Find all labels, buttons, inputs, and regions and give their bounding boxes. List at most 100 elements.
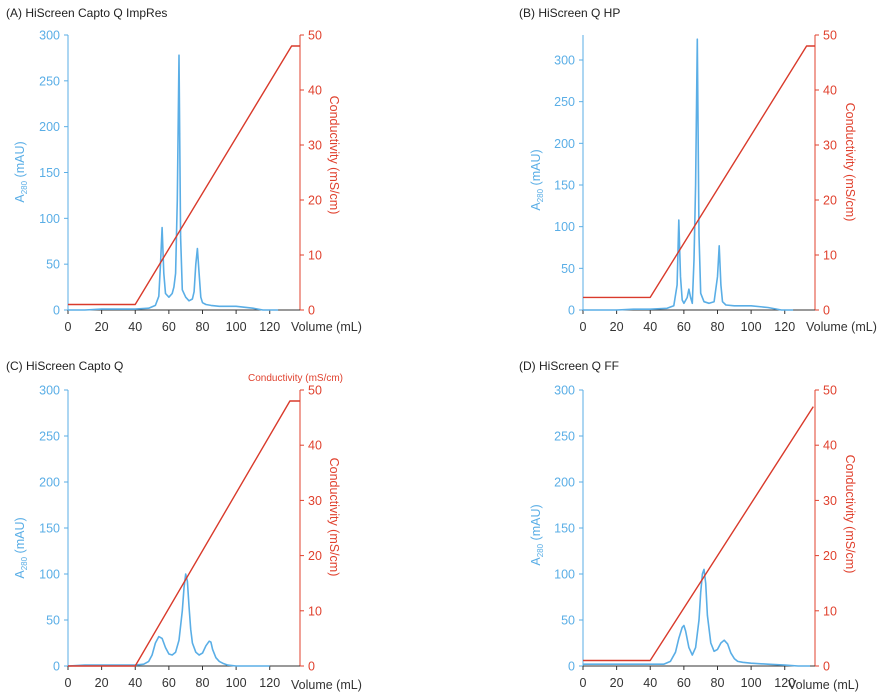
panel-b-title: (B) HiScreen Q HP xyxy=(519,6,620,20)
panel-a-x-tick-label: 100 xyxy=(226,320,247,334)
panel-a-left-tick-label: 50 xyxy=(46,258,60,272)
panel-a-title: (A) HiScreen Capto Q ImpRes xyxy=(6,6,167,20)
panel-d-right-tick-label: 50 xyxy=(823,384,837,398)
panel-d-left-tick-label: 300 xyxy=(554,384,575,398)
panel-d-x-tick-label: 0 xyxy=(580,676,587,690)
panel-d-x-tick-label: 20 xyxy=(610,676,624,690)
panel-a-x-tick-label: 0 xyxy=(65,320,72,334)
panel-c-right-tick-label: 0 xyxy=(308,660,315,674)
panel-d-right-tick-label: 20 xyxy=(823,549,837,563)
panel-d-left-tick-label: 200 xyxy=(554,476,575,490)
panel-d-right-axis-label: Conductivity (mS/cm) xyxy=(843,455,857,574)
panel-d-left-axis-label: A280 (mAU) xyxy=(529,504,545,565)
panel-c-x-axis-title: Volume (mL) xyxy=(291,678,362,692)
panel-b-x-tick-label: 80 xyxy=(711,320,725,334)
panel-a-x-tick-label: 80 xyxy=(196,320,210,334)
panel-a-left-axis-label: A280 (mAU) xyxy=(13,141,29,202)
panel-a-x-tick-label: 40 xyxy=(128,320,142,334)
panel-b-x-tick-label: 60 xyxy=(677,320,691,334)
panel-c-x-tick-label: 60 xyxy=(162,676,176,690)
panel-c-title: (C) HiScreen Capto Q xyxy=(6,359,123,373)
panel-d-left-tick-label: 50 xyxy=(561,614,575,628)
panel-d-left-tick-label: 0 xyxy=(568,660,575,674)
panel-b-right-tick-label: 40 xyxy=(823,84,837,98)
panel-b-left-tick-label: 300 xyxy=(554,54,575,68)
panel-c-x-tick-label: 100 xyxy=(226,676,247,690)
panel-d-left-tick-label: 250 xyxy=(554,430,575,444)
panel-c-x-tick-label: 40 xyxy=(128,676,142,690)
panel-d-x-tick-label: 100 xyxy=(741,676,762,690)
panel-a: (A) HiScreen Capto Q ImpRes A280 (mAU) C… xyxy=(6,6,362,334)
panel-a-right-tick-label: 10 xyxy=(308,249,322,263)
panel-c-left-tick-label: 300 xyxy=(39,384,60,398)
panel-b-x-tick-label: 40 xyxy=(643,320,657,334)
panel-c-x-tick-label: 0 xyxy=(65,676,72,690)
panel-b-left-tick-label: 250 xyxy=(554,95,575,109)
panel-b-left-tick-label: 100 xyxy=(554,220,575,234)
panel-d-right-tick-label: 30 xyxy=(823,494,837,508)
panel-b-right-tick-label: 50 xyxy=(823,29,837,43)
panel-d-right-tick-label: 40 xyxy=(823,439,837,453)
panel-a-right-tick-label: 0 xyxy=(308,304,315,318)
panel-c-right-tick-label: 30 xyxy=(308,494,322,508)
panel-a-absorbance-trace xyxy=(68,55,278,310)
panel-c: (C) HiScreen Capto Q Conductivity (mS/cm… xyxy=(6,359,362,692)
panel-a-left-tick-label: 250 xyxy=(39,74,60,88)
panel-a-left-tick-label: 300 xyxy=(39,29,60,43)
panel-c-conductivity-line xyxy=(68,401,300,666)
panel-b-left-tick-label: 50 xyxy=(561,262,575,276)
panel-c-left-tick-label: 50 xyxy=(46,614,60,628)
panel-c-left-tick-label: 200 xyxy=(39,476,60,490)
panel-b-right-tick-label: 0 xyxy=(823,304,830,318)
panel-c-left-axis-label: A280 (mAU) xyxy=(13,517,29,578)
panel-b-right-tick-label: 20 xyxy=(823,194,837,208)
panel-c-right-axis-label: Conductivity (mS/cm) xyxy=(327,458,341,577)
panel-a-left-tick-label: 100 xyxy=(39,212,60,226)
panel-d: (D) HiScreen Q FF A280 (mAU) Conductivit… xyxy=(519,359,859,692)
panel-c-right-tick-label: 20 xyxy=(308,549,322,563)
panel-a-right-axis-label: Conductivity (mS/cm) xyxy=(327,96,341,215)
panel-d-x-tick-label: 40 xyxy=(643,676,657,690)
panel-c-left-tick-label: 100 xyxy=(39,568,60,582)
panel-c-right-tick-label: 50 xyxy=(308,384,322,398)
panel-c-absorbance-trace xyxy=(68,574,270,666)
panel-c-left-tick-label: 150 xyxy=(39,522,60,536)
panel-b-absorbance-trace xyxy=(583,39,793,310)
panel-b-left-tick-label: 150 xyxy=(554,179,575,193)
panel-d-left-tick-label: 100 xyxy=(554,568,575,582)
panel-d-x-tick-label: 60 xyxy=(677,676,691,690)
panel-a-x-tick-label: 120 xyxy=(259,320,280,334)
panel-b-right-tick-label: 10 xyxy=(823,249,837,263)
panel-a-left-tick-label: 150 xyxy=(39,166,60,180)
panel-a-right-tick-label: 30 xyxy=(308,139,322,153)
panel-a-left-tick-label: 200 xyxy=(39,120,60,134)
panel-a-x-axis-title: Volume (mL) xyxy=(291,320,362,334)
panel-c-right-tick-label: 10 xyxy=(308,604,322,618)
panel-a-right-tick-label: 50 xyxy=(308,29,322,43)
panel-a-x-tick-label: 60 xyxy=(162,320,176,334)
panel-b-left-tick-label: 0 xyxy=(568,304,575,318)
panel-d-x-axis-title: Volume (mL) xyxy=(788,678,859,692)
panel-a-x-tick-label: 20 xyxy=(95,320,109,334)
panel-b-x-tick-label: 120 xyxy=(774,320,795,334)
panel-a-conductivity-line xyxy=(68,46,300,305)
panel-b-right-axis-label: Conductivity (mS/cm) xyxy=(843,103,857,222)
panel-c-annotation: Conductivity (mS/cm) xyxy=(248,373,343,384)
panel-a-left-tick-label: 0 xyxy=(53,304,60,318)
panel-d-left-tick-label: 150 xyxy=(554,522,575,536)
panel-c-left-tick-label: 0 xyxy=(53,660,60,674)
panel-a-right-tick-label: 20 xyxy=(308,194,322,208)
panel-c-x-tick-label: 80 xyxy=(196,676,210,690)
panel-b-x-tick-label: 0 xyxy=(580,320,587,334)
panel-d-title: (D) HiScreen Q FF xyxy=(519,359,619,373)
panel-d-x-tick-label: 80 xyxy=(711,676,725,690)
panel-d-x-tick-label: 120 xyxy=(774,676,795,690)
panel-d-absorbance-trace xyxy=(583,569,810,666)
panel-c-x-tick-label: 120 xyxy=(259,676,280,690)
panel-b-right-tick-label: 30 xyxy=(823,139,837,153)
panel-d-right-tick-label: 10 xyxy=(823,604,837,618)
panel-d-right-tick-label: 0 xyxy=(823,660,830,674)
panel-b-x-tick-label: 20 xyxy=(610,320,624,334)
panel-b-left-axis-label: A280 (mAU) xyxy=(529,149,545,210)
panel-b-left-tick-label: 200 xyxy=(554,137,575,151)
